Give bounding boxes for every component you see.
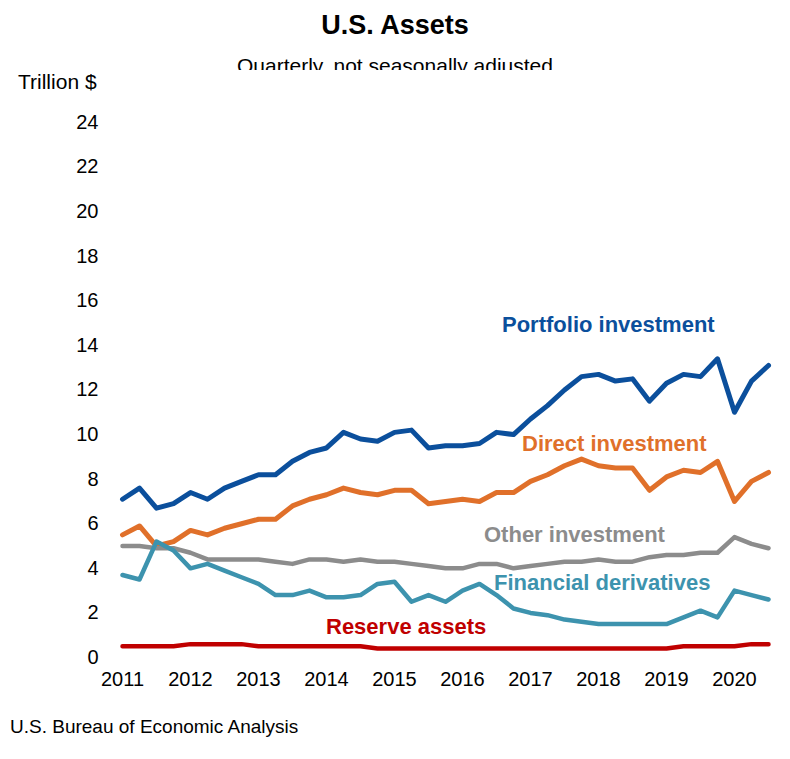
svg-text:2014: 2014 bbox=[304, 668, 349, 690]
html-text:Reserve assets: Reserve assets bbox=[326, 614, 487, 639]
html-text:U.S. Bureau of Economic Analys: U.S. Bureau of Economic Analysis bbox=[10, 716, 299, 737]
html-text:Trillion $: Trillion $ bbox=[18, 70, 97, 93]
svg-text:2015: 2015 bbox=[372, 668, 417, 690]
svg-text:10: 10 bbox=[76, 423, 98, 445]
svg-text:2016: 2016 bbox=[440, 668, 485, 690]
svg-text:20: 20 bbox=[76, 200, 98, 222]
svg-text:24: 24 bbox=[76, 111, 98, 133]
svg-text:2011: 2011 bbox=[101, 668, 144, 690]
svg-text:2: 2 bbox=[87, 601, 98, 623]
svg-text:2012: 2012 bbox=[168, 668, 213, 690]
svg-text:2020: 2020 bbox=[712, 668, 757, 690]
svg-text:6: 6 bbox=[87, 512, 98, 534]
html-text:Portfolio investment: Portfolio investment bbox=[502, 312, 715, 337]
svg-text:2017: 2017 bbox=[508, 668, 553, 690]
html-text:Quarterly, not seasonally adju: Quarterly, not seasonally adjusted bbox=[237, 54, 553, 77]
html-text:Other investment: Other investment bbox=[484, 522, 665, 547]
svg-text:14: 14 bbox=[76, 334, 98, 356]
svg-text:0: 0 bbox=[87, 646, 98, 668]
svg-text:2018: 2018 bbox=[576, 668, 621, 690]
svg-text:2013: 2013 bbox=[236, 668, 281, 690]
svg-text:18: 18 bbox=[76, 245, 98, 267]
svg-text:12: 12 bbox=[76, 378, 98, 400]
html-text:Financial derivatives: Financial derivatives bbox=[494, 570, 711, 595]
svg-text:4: 4 bbox=[87, 557, 98, 579]
svg-text:8: 8 bbox=[87, 468, 98, 490]
svg-text:16: 16 bbox=[76, 289, 98, 311]
html-text:Direct investment: Direct investment bbox=[522, 431, 707, 456]
svg-text:2019: 2019 bbox=[644, 668, 689, 690]
svg-text:22: 22 bbox=[76, 155, 98, 177]
html-text:U.S. Assets: U.S. Assets bbox=[321, 10, 469, 40]
